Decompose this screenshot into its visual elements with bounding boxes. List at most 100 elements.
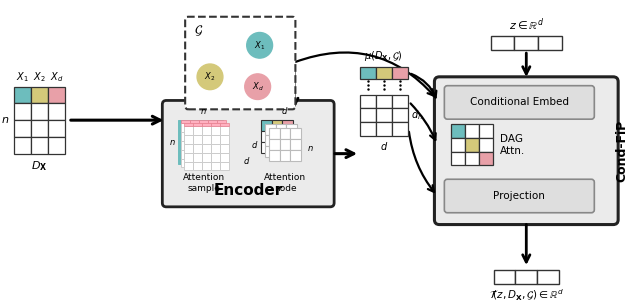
Bar bbox=[184, 162, 193, 170]
Bar bbox=[208, 159, 217, 167]
Bar bbox=[14, 87, 31, 103]
Bar bbox=[260, 120, 271, 131]
Bar bbox=[190, 123, 199, 132]
Bar bbox=[199, 141, 208, 150]
Bar bbox=[202, 153, 211, 162]
Bar bbox=[205, 156, 214, 165]
Bar bbox=[196, 129, 205, 138]
Bar bbox=[360, 108, 376, 122]
FancyBboxPatch shape bbox=[163, 100, 334, 207]
FancyBboxPatch shape bbox=[444, 86, 595, 119]
Bar bbox=[282, 142, 293, 153]
Bar bbox=[178, 147, 187, 156]
Bar bbox=[360, 95, 376, 108]
Text: $X_1$: $X_1$ bbox=[17, 70, 29, 84]
Bar bbox=[190, 150, 199, 159]
Bar bbox=[187, 129, 196, 138]
Bar bbox=[264, 146, 276, 157]
Bar bbox=[48, 137, 65, 154]
Bar bbox=[14, 103, 31, 120]
Bar bbox=[376, 122, 392, 136]
Bar bbox=[280, 128, 291, 139]
Bar bbox=[392, 122, 408, 136]
Bar bbox=[211, 153, 220, 162]
Text: $z \in \mathbb{R}^d$: $z \in \mathbb{R}^d$ bbox=[509, 17, 544, 33]
Bar bbox=[205, 129, 214, 138]
Bar bbox=[217, 150, 226, 159]
Bar bbox=[282, 120, 293, 131]
Bar bbox=[211, 162, 220, 170]
Bar bbox=[211, 126, 220, 135]
Bar bbox=[220, 126, 229, 135]
Bar bbox=[202, 162, 211, 170]
Bar bbox=[451, 124, 465, 138]
Text: DAG
Attn.: DAG Attn. bbox=[500, 134, 525, 155]
Bar bbox=[208, 141, 217, 150]
Bar bbox=[280, 139, 291, 150]
Text: $\mathcal{G}$: $\mathcal{G}$ bbox=[194, 24, 204, 38]
Bar bbox=[193, 162, 202, 170]
Bar bbox=[48, 120, 65, 137]
Text: $X_1$: $X_1$ bbox=[254, 39, 265, 51]
Bar bbox=[451, 138, 465, 152]
Bar bbox=[214, 120, 223, 129]
Bar bbox=[451, 152, 465, 166]
Bar bbox=[269, 150, 280, 161]
Bar bbox=[48, 87, 65, 103]
Bar bbox=[184, 122, 193, 126]
FancyBboxPatch shape bbox=[444, 179, 595, 213]
Bar bbox=[208, 132, 217, 141]
Bar bbox=[202, 144, 211, 153]
Bar bbox=[269, 128, 280, 139]
Bar bbox=[193, 122, 202, 126]
Bar bbox=[276, 124, 287, 135]
Bar bbox=[217, 159, 226, 167]
Bar bbox=[264, 124, 276, 135]
Bar bbox=[208, 123, 217, 132]
Bar bbox=[287, 146, 298, 157]
Text: Conditional Embed: Conditional Embed bbox=[470, 97, 569, 107]
Text: $d$: $d$ bbox=[243, 155, 250, 166]
Bar bbox=[260, 131, 271, 142]
FancyBboxPatch shape bbox=[435, 77, 618, 225]
Bar bbox=[199, 150, 208, 159]
Text: $d$: $d$ bbox=[252, 139, 259, 150]
Bar bbox=[202, 126, 211, 135]
Bar bbox=[184, 144, 193, 153]
Bar bbox=[280, 150, 291, 161]
Bar bbox=[31, 103, 48, 120]
Bar bbox=[291, 139, 301, 150]
Text: $d$: $d$ bbox=[282, 105, 289, 116]
Bar bbox=[214, 147, 223, 156]
Bar bbox=[208, 120, 217, 123]
Bar bbox=[260, 142, 271, 153]
Bar bbox=[211, 135, 220, 144]
FancyBboxPatch shape bbox=[185, 17, 296, 109]
Bar bbox=[178, 138, 187, 147]
Text: Attention
sample: Attention sample bbox=[182, 173, 225, 193]
Bar bbox=[202, 122, 211, 126]
Bar bbox=[217, 132, 226, 141]
Bar bbox=[537, 270, 559, 284]
Bar bbox=[360, 122, 376, 136]
Bar bbox=[360, 67, 376, 79]
Text: $X_d$: $X_d$ bbox=[252, 80, 264, 93]
Bar bbox=[202, 135, 211, 144]
Bar bbox=[181, 141, 190, 150]
Bar bbox=[264, 135, 276, 146]
Bar bbox=[187, 147, 196, 156]
Text: $d_h$: $d_h$ bbox=[411, 108, 422, 122]
Bar bbox=[287, 135, 298, 146]
Circle shape bbox=[247, 32, 273, 58]
Bar bbox=[291, 128, 301, 139]
Bar bbox=[217, 141, 226, 150]
Text: Encoder: Encoder bbox=[214, 183, 283, 198]
Bar bbox=[493, 270, 515, 284]
Text: $\mu(D_{\mathbf{X}},\mathcal{G})$: $\mu(D_{\mathbf{X}},\mathcal{G})$ bbox=[364, 49, 403, 63]
Bar bbox=[376, 108, 392, 122]
Bar bbox=[31, 137, 48, 154]
Circle shape bbox=[244, 74, 271, 99]
Bar bbox=[479, 152, 493, 166]
Bar bbox=[276, 135, 287, 146]
Text: Projection: Projection bbox=[493, 191, 545, 201]
